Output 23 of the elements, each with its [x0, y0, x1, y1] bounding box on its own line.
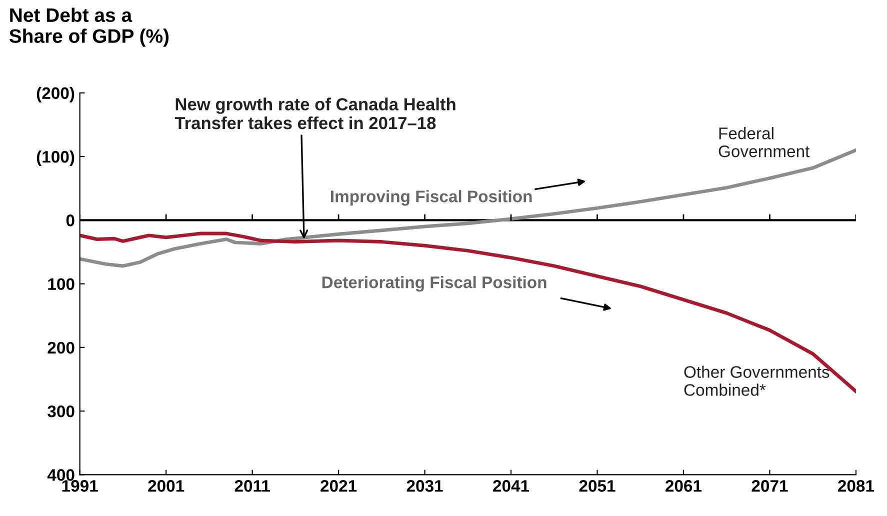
- y-tick-label: 100: [48, 278, 74, 290]
- y-tick-label: 200: [48, 342, 74, 354]
- y-tick-label: (100): [36, 150, 74, 166]
- x-tick-label: 2011: [234, 480, 270, 492]
- series-label: Federal Government: [718, 127, 810, 158]
- x-tick-label: 1991: [62, 480, 98, 492]
- series-label: Other Governments Combined*: [684, 366, 830, 396]
- x-tick-label: 2081: [838, 480, 874, 492]
- y-tick-label: 400: [47, 469, 74, 481]
- x-tick-label: 2071: [752, 480, 788, 492]
- x-tick-label: 2041: [493, 480, 530, 492]
- y-axis-title: Net Debt as a Share of GDP (%): [9, 8, 169, 47]
- annotation: New growth rate of Canada Health Transfer takes effect in 2017–18: [174, 98, 456, 130]
- annotation: Improving Fiscal Position: [331, 190, 532, 206]
- y-tick-label: 0: [66, 214, 74, 226]
- annotation: Deteriorating Fiscal Position: [322, 276, 546, 292]
- y-tick-label: (200): [36, 86, 74, 102]
- y-tick-label: 300: [48, 405, 74, 418]
- x-tick-label: 2051: [579, 480, 616, 492]
- x-tick-label: 2061: [666, 480, 702, 492]
- x-tick-label: 2021: [320, 480, 357, 492]
- x-tick-label: 2001: [148, 480, 184, 492]
- x-tick-label: 2031: [406, 480, 443, 492]
